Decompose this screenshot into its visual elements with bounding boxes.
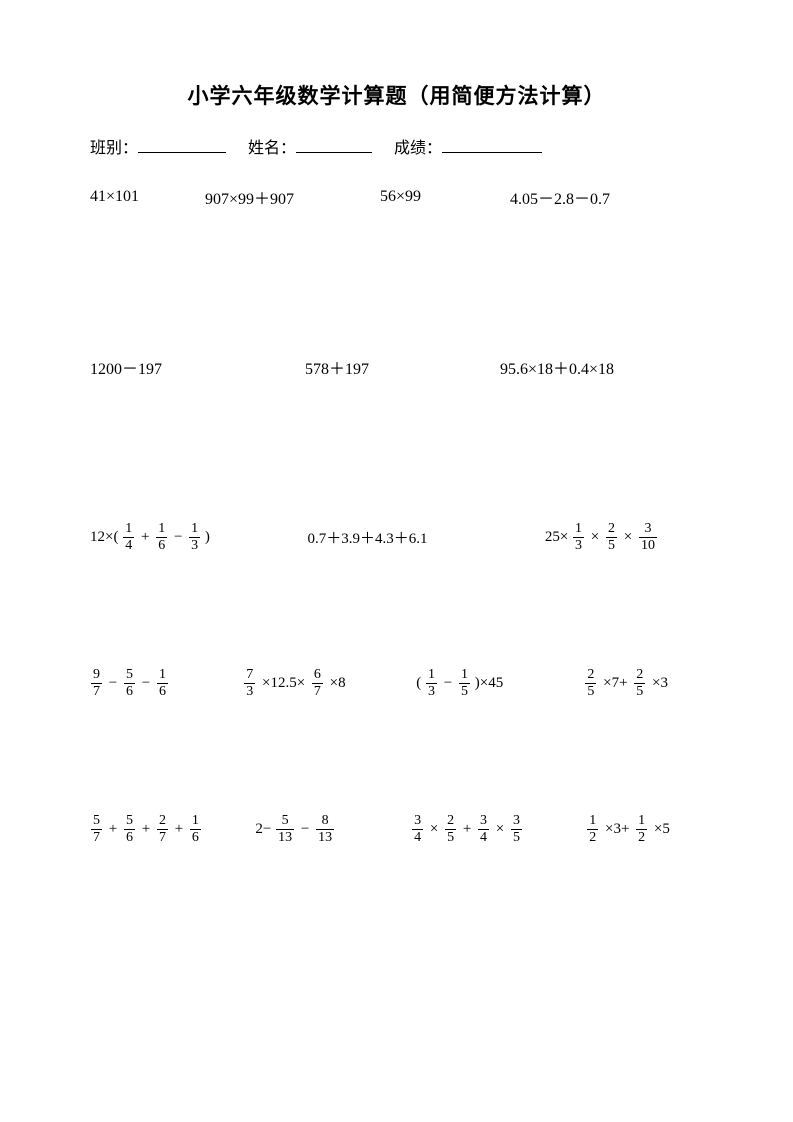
operator: ×7+: [601, 675, 629, 692]
student-info-line: 班别： 姓名： 成绩：: [90, 134, 703, 158]
expr-text: ): [205, 529, 210, 546]
problem-4-4: 25 ×7+ 25 ×3: [584, 668, 703, 699]
operator: +: [140, 821, 152, 838]
operator: −: [107, 675, 119, 692]
problem-row-1: 41×101 907×99＋907 56×99 4.05－2.8－0.7: [90, 182, 703, 212]
fraction: 25: [445, 814, 456, 845]
fraction: 12: [587, 814, 598, 845]
score-field: 成绩：: [394, 134, 542, 158]
class-field: 班别：: [90, 134, 226, 158]
worksheet-page: 小学六年级数学计算题（用简便方法计算） 班别： 姓名： 成绩： 41×101 9…: [0, 0, 793, 1122]
problem-1-4: 4.05－2.8－0.7: [510, 185, 670, 209]
fraction: 16: [157, 668, 168, 699]
problem-1-2: 907×99＋907: [205, 185, 380, 209]
operator: +: [461, 821, 473, 838]
expr-text: 12×(: [90, 529, 118, 546]
fraction: 14: [123, 522, 134, 553]
problem-3-3: 25× 13 × 25 × 310: [545, 522, 703, 553]
fraction: 56: [124, 668, 135, 699]
problem-5-2: 2− 513 − 813: [255, 814, 411, 845]
fraction: 15: [459, 668, 470, 699]
problem-3-2: 0.7＋3.9＋4.3＋6.1: [308, 527, 545, 548]
problem-4-1: 97 − 56 − 16: [90, 668, 243, 699]
operator: +: [173, 821, 185, 838]
problem-2-1: 1200－197: [90, 355, 305, 379]
fraction: 27: [157, 814, 168, 845]
fraction: 25: [606, 522, 617, 553]
fraction: 12: [636, 814, 647, 845]
class-label: 班别：: [90, 134, 138, 158]
operator: ×: [622, 529, 634, 546]
expr-text: 25×: [545, 529, 568, 546]
problem-2-3: 95.6×18＋0.4×18: [500, 355, 700, 379]
expr-text: )×45: [475, 675, 503, 692]
fraction: 13: [189, 522, 200, 553]
operator: −: [140, 675, 152, 692]
problem-2-2: 578＋197: [305, 355, 500, 379]
page-title: 小学六年级数学计算题（用简便方法计算）: [90, 80, 703, 110]
fraction: 97: [91, 668, 102, 699]
operator: −: [172, 529, 184, 546]
operator: ×: [428, 821, 440, 838]
name-label: 姓名：: [248, 134, 296, 158]
operator: ×: [494, 821, 506, 838]
fraction: 25: [634, 668, 645, 699]
operator: ×12.5×: [260, 675, 307, 692]
problem-1-1: 41×101: [90, 188, 205, 206]
expr-text: 2−: [255, 821, 271, 838]
problem-row-5: 57 + 56 + 27 + 16 2− 513 − 813 34 × 25 +…: [90, 814, 703, 845]
problem-4-2: 73 ×12.5× 67 ×8: [243, 668, 416, 699]
fraction: 73: [244, 668, 255, 699]
score-underline: [442, 137, 542, 153]
fraction: 34: [478, 814, 489, 845]
fraction: 56: [124, 814, 135, 845]
operator: +: [139, 529, 151, 546]
problem-row-4: 97 − 56 − 16 73 ×12.5× 67 ×8 ( 13 − 15 )…: [90, 668, 703, 699]
fraction: 13: [426, 668, 437, 699]
problem-3-1: 12×( 14 + 16 − 13 ): [90, 522, 308, 553]
problem-row-2: 1200－197 578＋197 95.6×18＋0.4×18: [90, 352, 703, 382]
name-underline: [296, 137, 372, 153]
fraction: 35: [511, 814, 522, 845]
fraction: 67: [312, 668, 323, 699]
name-field: 姓名：: [248, 134, 372, 158]
problem-1-3: 56×99: [380, 188, 510, 206]
fraction: 513: [276, 814, 294, 845]
problem-5-4: 12 ×3+ 12 ×5: [586, 814, 703, 845]
operator: ×5: [652, 821, 672, 838]
fraction: 310: [639, 522, 657, 553]
fraction: 16: [190, 814, 201, 845]
operator: ×8: [328, 675, 348, 692]
fraction: 13: [573, 522, 584, 553]
operator: ×3+: [603, 821, 631, 838]
operator: ×3: [650, 675, 670, 692]
operator: −: [442, 675, 454, 692]
operator: ×: [589, 529, 601, 546]
fraction: 813: [316, 814, 334, 845]
fraction: 25: [585, 668, 596, 699]
fraction: 57: [91, 814, 102, 845]
problem-row-3: 12×( 14 + 16 − 13 ) 0.7＋3.9＋4.3＋6.1 25× …: [90, 522, 703, 553]
fraction: 34: [412, 814, 423, 845]
operator: −: [299, 821, 311, 838]
score-label: 成绩：: [394, 134, 442, 158]
expr-text: (: [416, 675, 421, 692]
class-underline: [138, 137, 226, 153]
fraction: 16: [156, 522, 167, 553]
problem-5-3: 34 × 25 + 34 × 35: [411, 814, 586, 845]
operator: +: [107, 821, 119, 838]
problem-4-3: ( 13 − 15 )×45: [416, 668, 584, 699]
problem-5-1: 57 + 56 + 27 + 16: [90, 814, 255, 845]
